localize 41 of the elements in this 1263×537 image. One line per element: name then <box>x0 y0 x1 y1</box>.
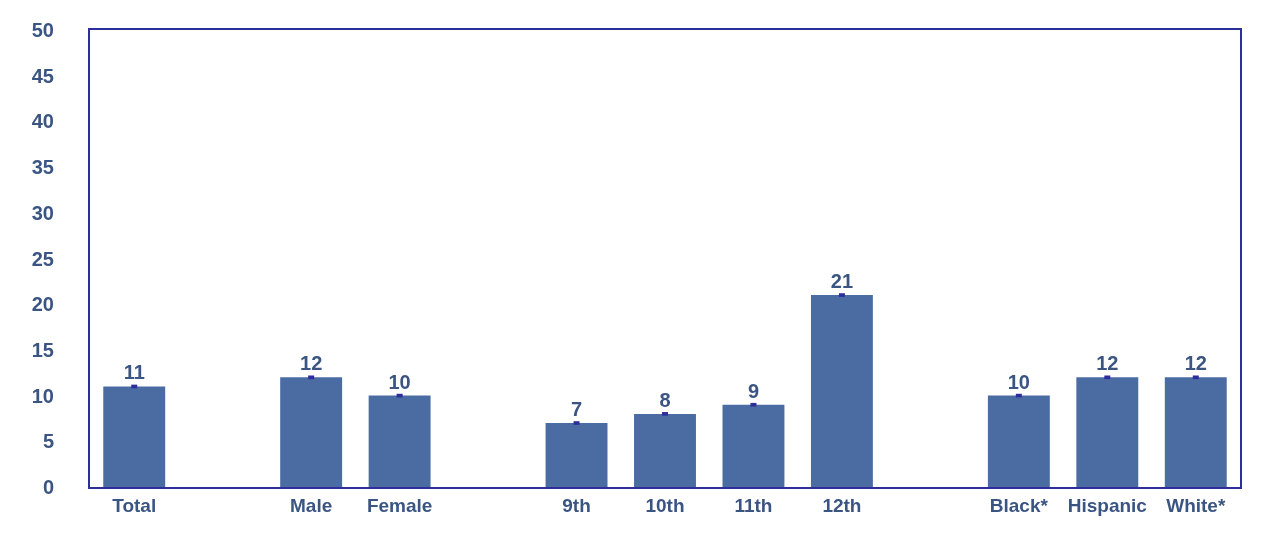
bar <box>722 404 785 487</box>
bar <box>368 395 431 487</box>
x-tick-label: Total <box>112 494 157 516</box>
x-tick-label: 12th <box>822 494 862 516</box>
y-tick-label: 0 <box>42 476 54 498</box>
data-label: 8 <box>659 388 671 411</box>
bar <box>545 423 608 487</box>
y-tick-label: 35 <box>31 156 54 179</box>
bar <box>1164 377 1227 487</box>
bar <box>103 386 166 487</box>
data-label: 12 <box>300 352 323 375</box>
bar <box>1076 377 1139 487</box>
y-tick-label: 25 <box>31 247 54 270</box>
y-tick-label: 15 <box>31 338 54 361</box>
y-tick-label: 40 <box>31 110 54 133</box>
x-tick-label: Female <box>366 494 433 516</box>
y-tick-label: 5 <box>42 430 54 453</box>
data-label: 11 <box>123 361 145 384</box>
y-tick-label: 30 <box>31 201 54 224</box>
x-tick-label: Black* <box>989 494 1049 516</box>
y-tick-label: 45 <box>31 64 54 87</box>
x-tick-label: 9th <box>562 494 591 516</box>
bar <box>634 413 696 487</box>
x-tick-label: Male <box>290 494 333 516</box>
data-label: 10 <box>388 370 411 393</box>
data-label: 10 <box>1007 370 1030 393</box>
data-label: 12 <box>1096 352 1119 375</box>
data-label: 21 <box>830 270 854 293</box>
data-label: 9 <box>747 379 760 402</box>
x-tick-label: 11th <box>734 494 773 516</box>
x-tick-label: Hispanic <box>1067 494 1148 516</box>
x-tick-label: 10th <box>645 494 685 516</box>
bar <box>987 395 1050 487</box>
bar <box>810 295 873 487</box>
y-tick-label: 20 <box>31 293 54 316</box>
bar <box>280 377 343 487</box>
y-tick-label: 10 <box>31 384 54 407</box>
y-tick-label: 50 <box>31 19 54 41</box>
x-tick-label: White* <box>1166 494 1226 516</box>
data-label: 12 <box>1184 352 1207 375</box>
data-label: 7 <box>570 398 583 421</box>
